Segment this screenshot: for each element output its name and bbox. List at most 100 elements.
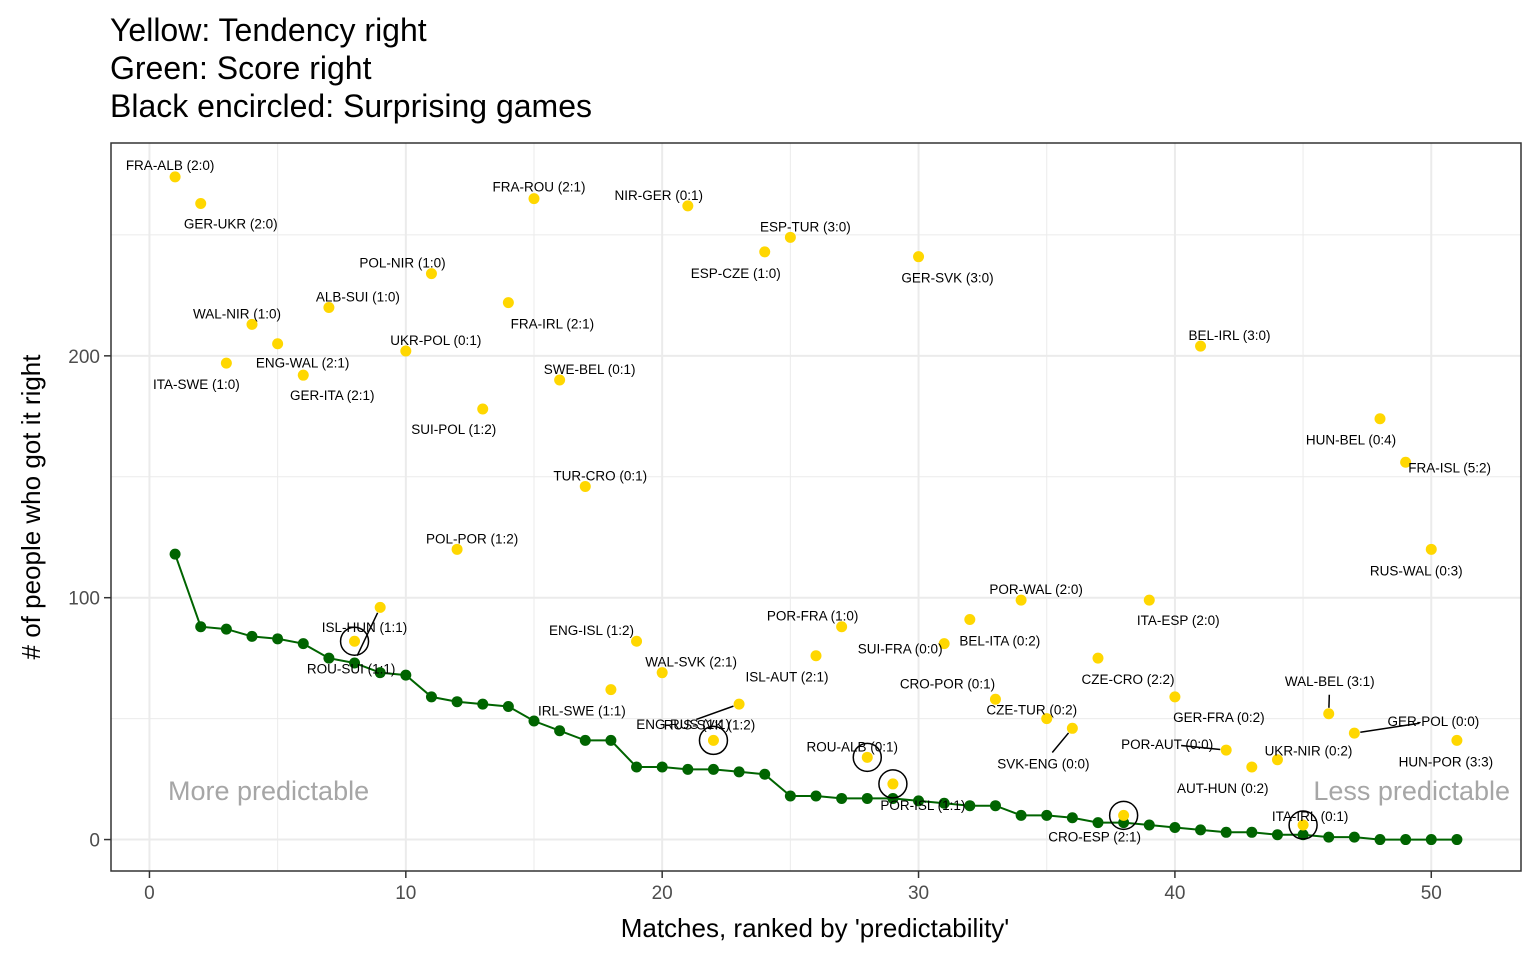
x-tick-label: 10 xyxy=(395,883,416,904)
tendency-right-point xyxy=(1374,413,1386,425)
match-label: ISL-AUT (2:1) xyxy=(745,670,828,685)
match-label: UKR-POL (0:1) xyxy=(390,333,481,348)
title-line-3: Black encircled: Surprising games xyxy=(110,88,592,124)
tendency-right-point xyxy=(528,193,540,205)
surprising-game-circle xyxy=(852,742,883,773)
match-label: HUN-POR (3:3) xyxy=(1399,754,1494,769)
score-right-point xyxy=(323,652,335,664)
y-tick-label: 200 xyxy=(68,347,100,368)
tendency-right-point xyxy=(1246,761,1258,773)
score-right-point xyxy=(246,630,258,642)
score-right-point xyxy=(1143,819,1155,831)
x-tick-label: 30 xyxy=(908,883,929,904)
tendency-right-point xyxy=(964,613,976,625)
score-right-point xyxy=(1425,834,1437,846)
score-right-point xyxy=(1271,829,1283,841)
tendency-right-point xyxy=(425,268,437,280)
tendency-right-point xyxy=(502,297,514,309)
score-right-point xyxy=(579,734,591,746)
score-right-point xyxy=(964,800,976,812)
match-label: ENG-WAL (2:1) xyxy=(256,356,350,371)
match-label: GER-UKR (2:0) xyxy=(184,216,278,231)
score-right-point xyxy=(528,715,540,727)
tendency-right-point xyxy=(707,734,719,746)
score-right-point xyxy=(554,725,566,737)
match-label: SUI-FRA (0:0) xyxy=(858,642,943,657)
score-right-series xyxy=(169,548,1463,846)
tendency-right-point xyxy=(1195,340,1207,352)
match-label: ESP-CZE (1:0) xyxy=(691,266,781,281)
match-label: ITA-SWE (1:0) xyxy=(153,377,240,392)
match-label: WAL-NIR (1:0) xyxy=(193,306,281,321)
tendency-right-point xyxy=(682,200,694,212)
tendency-right-point xyxy=(656,667,668,679)
match-label: CZE-TUR (0:2) xyxy=(986,703,1077,718)
match-label: ENG-ISL (1:2) xyxy=(549,623,634,638)
match-label: ISL-HUN (1:1) xyxy=(322,620,408,635)
score-right-point xyxy=(1041,809,1053,821)
tendency-right-point xyxy=(1092,652,1104,664)
x-axis-title: Matches, ranked by 'predictability' xyxy=(621,913,1010,943)
tendency-right-point xyxy=(836,621,848,633)
match-label: ENG-RUS (1:1) xyxy=(636,717,730,732)
tendency-right-point xyxy=(195,197,207,209)
match-label: POR-FRA (1:0) xyxy=(767,609,859,624)
match-label: ROU-SUI (1:1) xyxy=(307,661,396,676)
tendency-right-point xyxy=(1143,594,1155,606)
surprising-games-series xyxy=(339,626,1318,840)
match-label: SWE-BEL (0:1) xyxy=(544,362,636,377)
less-predictable-note: Less predictable xyxy=(1313,776,1510,806)
match-label: GER-POL (0:0) xyxy=(1387,714,1479,729)
match-label: SVK-ENG (0:0) xyxy=(997,756,1089,771)
score-right-point xyxy=(989,800,1001,812)
score-right-point xyxy=(502,701,514,713)
tendency-right-point xyxy=(631,635,643,647)
match-label: GER-ITA (2:1) xyxy=(290,388,375,403)
match-label: BEL-ITA (0:2) xyxy=(959,633,1040,648)
label-leader-line xyxy=(1360,722,1420,733)
tendency-right-point xyxy=(733,698,745,710)
score-right-point xyxy=(1400,834,1412,846)
tendency-right-point xyxy=(759,246,771,258)
match-label: FRA-ROU (2:1) xyxy=(492,180,585,195)
tendency-right-point xyxy=(861,751,873,763)
label-leader-line xyxy=(696,705,734,721)
match-label: FRA-IRL (2:1) xyxy=(511,317,595,332)
match-label: IRL-SWE (1:1) xyxy=(538,704,626,719)
score-right-point xyxy=(1451,834,1463,846)
match-label: WAL-SVK (2:1) xyxy=(645,655,737,670)
tendency-right-point xyxy=(169,171,181,183)
score-right-point xyxy=(861,792,873,804)
score-right-point xyxy=(272,633,284,645)
score-right-point xyxy=(1297,829,1309,841)
tendency-right-point xyxy=(913,251,925,263)
score-right-point xyxy=(1246,826,1258,838)
match-label: ITA-IRL (0:1) xyxy=(1272,809,1349,824)
surprising-game-circle xyxy=(339,626,370,656)
x-tick-label: 0 xyxy=(144,883,155,904)
tendency-right-point xyxy=(1400,456,1412,468)
match-label: ALB-SUI (1:0) xyxy=(316,289,400,304)
score-right-point xyxy=(733,766,745,778)
tendency-right-point xyxy=(579,480,591,492)
match-label: FRA-ALB (2:0) xyxy=(126,158,215,173)
tendency-right-point xyxy=(451,543,463,555)
match-label: NIR-GER (0:1) xyxy=(615,188,704,203)
tendency-right-point xyxy=(605,684,617,696)
tendency-right-point xyxy=(1015,594,1027,606)
title-line-1: Yellow: Tendency right xyxy=(110,12,427,48)
match-label: ROU-ALB (0:1) xyxy=(807,739,899,754)
surprising-game-circle xyxy=(1288,810,1318,840)
tendency-right-point xyxy=(349,635,361,647)
point-labels: FRA-ALB (2:0) GER-UKR (2:0) ITA-SWE (1:0) W… xyxy=(126,158,1493,845)
score-right-point xyxy=(297,638,309,650)
tendency-right-series xyxy=(169,171,1463,831)
match-label: ITA-ESP (2:0) xyxy=(1137,613,1220,628)
x-tick-label: 50 xyxy=(1421,883,1442,904)
score-right-point xyxy=(836,792,848,804)
match-label: POR-WAL (2:0) xyxy=(989,582,1083,597)
surprising-game-circle xyxy=(698,725,729,756)
match-label: POR-ISL (1:1) xyxy=(880,798,965,813)
label-leader-line xyxy=(1181,744,1221,751)
match-label: SUI-POL (1:2) xyxy=(411,422,496,437)
